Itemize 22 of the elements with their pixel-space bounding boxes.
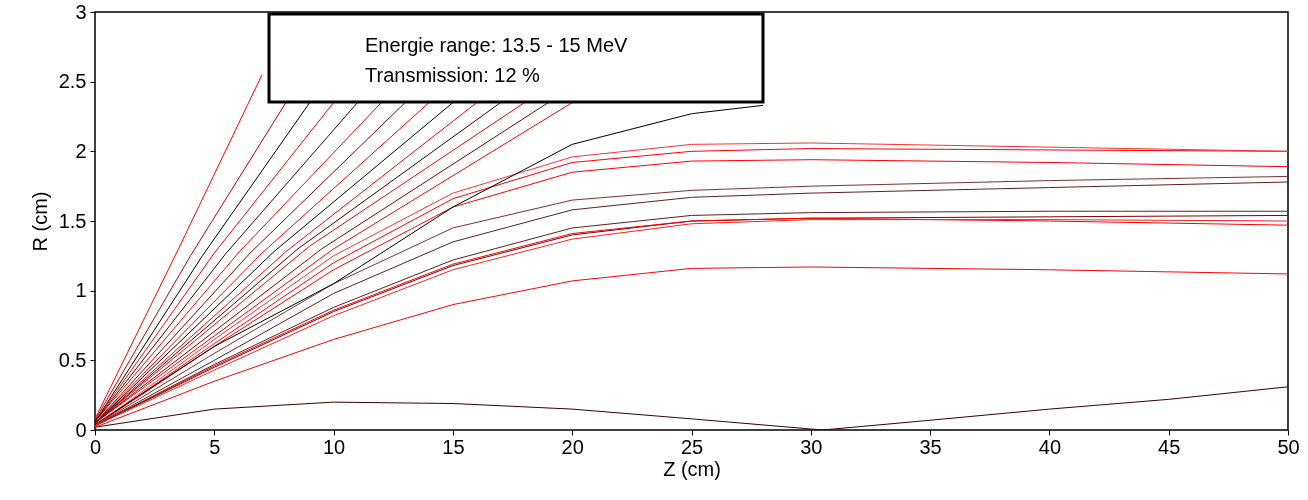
x-tick-label: 15 <box>442 435 465 458</box>
x-tick-label: 35 <box>919 435 942 458</box>
x-tick-label: 40 <box>1038 435 1062 458</box>
x-tick-label: 30 <box>800 435 823 458</box>
x-tick-label: 5 <box>209 435 221 458</box>
y-tick-label: 2 <box>75 139 87 162</box>
annotation: Energie range: 13.5 - 15 MeV <box>365 34 629 56</box>
y-tick-label: 0.5 <box>58 348 87 371</box>
x-tick-label: 0 <box>89 435 102 458</box>
annotation: Transmission: 12 % <box>365 64 541 86</box>
y-tick-label: 1 <box>75 279 87 302</box>
x-tick-label: 50 <box>1277 435 1300 458</box>
y-tick-label: 1.5 <box>58 209 87 232</box>
y-axis-title: R (cm) <box>28 191 51 252</box>
x-tick-label: 45 <box>1158 435 1181 458</box>
x-tick-label: 10 <box>322 435 346 458</box>
x-axis-title: Z (cm) <box>663 457 721 480</box>
x-tick-label: 20 <box>561 435 584 458</box>
y-tick-label: 2.5 <box>58 70 87 93</box>
y-tick-label: 0 <box>75 418 87 441</box>
x-tick-label: 25 <box>680 435 704 458</box>
y-tick-label: 3 <box>75 0 87 23</box>
